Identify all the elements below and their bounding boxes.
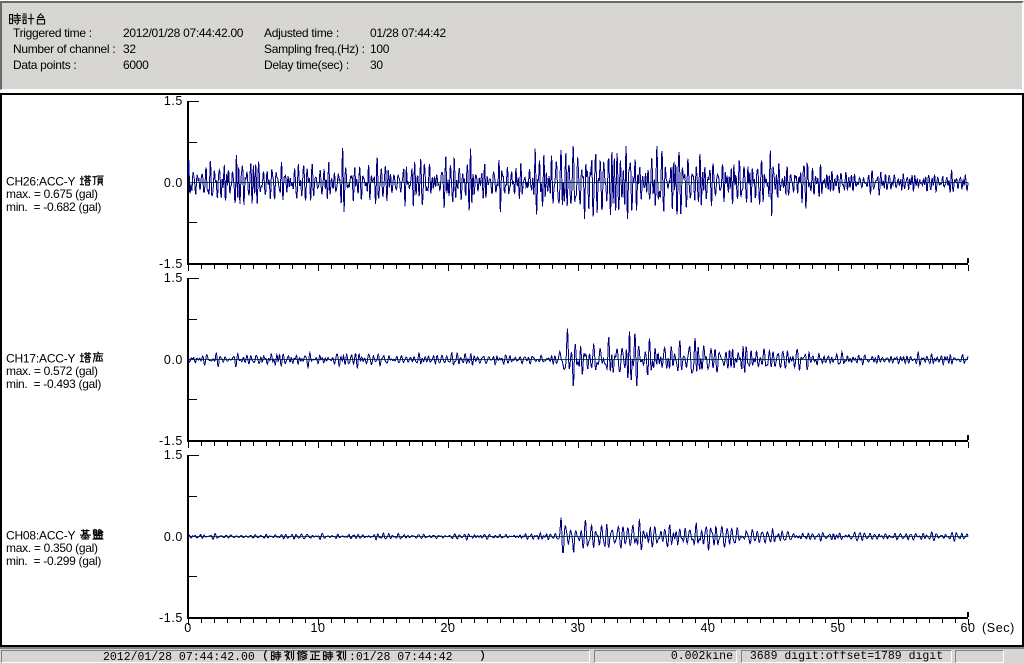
svg-text:-1.5: -1.5 bbox=[159, 434, 183, 448]
svg-text:CH26:ACC-Y: CH26:ACC-Y bbox=[6, 174, 76, 188]
svg-text:-1.5: -1.5 bbox=[159, 257, 183, 271]
svg-text:CH08:ACC-Y: CH08:ACC-Y bbox=[6, 528, 76, 542]
svg-text:-1.5: -1.5 bbox=[159, 611, 183, 625]
svg-text:40: 40 bbox=[700, 621, 715, 635]
svg-text:1.5: 1.5 bbox=[164, 94, 183, 108]
svg-text:(Sec): (Sec) bbox=[982, 621, 1015, 635]
svg-text:min. = -0.682 (gal): min. = -0.682 (gal) bbox=[6, 200, 101, 214]
svg-text:min. = -0.299 (gal): min. = -0.299 (gal) bbox=[6, 554, 101, 568]
svg-text:0.0: 0.0 bbox=[164, 353, 183, 367]
svg-text::01/28 07:44:42: :01/28 07:44:42 bbox=[349, 651, 453, 664]
svg-text:60: 60 bbox=[960, 621, 975, 635]
svg-text:30: 30 bbox=[570, 621, 585, 635]
svg-text:min. = -0.493 (gal): min. = -0.493 (gal) bbox=[6, 377, 101, 391]
svg-text:2012/01/28 07:44:42.00: 2012/01/28 07:44:42.00 bbox=[103, 651, 255, 664]
svg-text:max. = 0.350 (gal): max. = 0.350 (gal) bbox=[6, 541, 98, 555]
svg-text:1.5: 1.5 bbox=[164, 448, 183, 462]
svg-text:max. = 0.675 (gal): max. = 0.675 (gal) bbox=[6, 187, 98, 201]
svg-text:10: 10 bbox=[310, 621, 325, 635]
svg-text:20: 20 bbox=[440, 621, 455, 635]
svg-text:50: 50 bbox=[830, 621, 845, 635]
svg-text:0.0: 0.0 bbox=[164, 176, 183, 190]
svg-text:CH17:ACC-Y: CH17:ACC-Y bbox=[6, 351, 76, 365]
svg-text:0.0: 0.0 bbox=[164, 530, 183, 544]
svg-text:1.5: 1.5 bbox=[164, 271, 183, 285]
svg-text:0: 0 bbox=[184, 621, 192, 635]
svg-text:max. = 0.572 (gal): max. = 0.572 (gal) bbox=[6, 364, 98, 378]
